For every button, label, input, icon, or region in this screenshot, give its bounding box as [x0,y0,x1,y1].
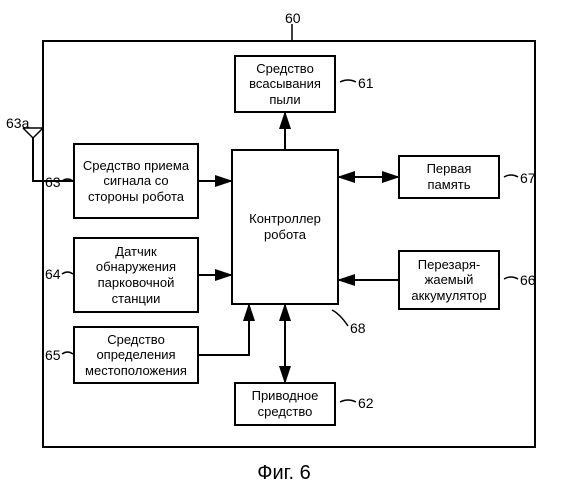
label-position: 65 [45,347,61,363]
node-parking-label: Датчик обнаружения парковочной станции [79,244,193,306]
node-drive-label: Приводное средство [240,388,330,419]
label-outer: 60 [285,10,301,26]
node-dust: Средство всасывания пыли [234,55,336,113]
node-dust-label: Средство всасывания пыли [240,61,330,108]
node-battery: Перезаря- жаемый аккумулятор [398,250,500,310]
node-memory-label: Первая память [404,161,494,192]
node-controller: Контроллер робота [231,149,339,305]
label-parking: 64 [45,266,61,282]
node-signal-label: Средство приема сигнала со стороны робот… [79,158,193,205]
node-drive: Приводное средство [234,382,336,426]
label-signal: 63 [45,174,61,190]
diagram-canvas: Контроллер робота Средство всасывания пы… [0,0,568,500]
figure-caption: Фиг. 6 [0,462,568,485]
node-controller-label: Контроллер робота [237,211,333,242]
label-antenna: 63a [6,115,29,131]
node-position: Средство определения местоположения [73,326,199,384]
node-parking: Датчик обнаружения парковочной станции [73,237,199,313]
node-signal: Средство приема сигнала со стороны робот… [73,143,199,219]
node-position-label: Средство определения местоположения [79,332,193,379]
label-battery: 66 [520,272,536,288]
label-drive: 62 [358,395,374,411]
node-battery-label: Перезаря- жаемый аккумулятор [404,257,494,304]
label-dust: 61 [358,75,374,91]
label-memory: 67 [520,170,536,186]
label-controller: 68 [350,320,366,336]
node-memory: Первая память [398,155,500,199]
